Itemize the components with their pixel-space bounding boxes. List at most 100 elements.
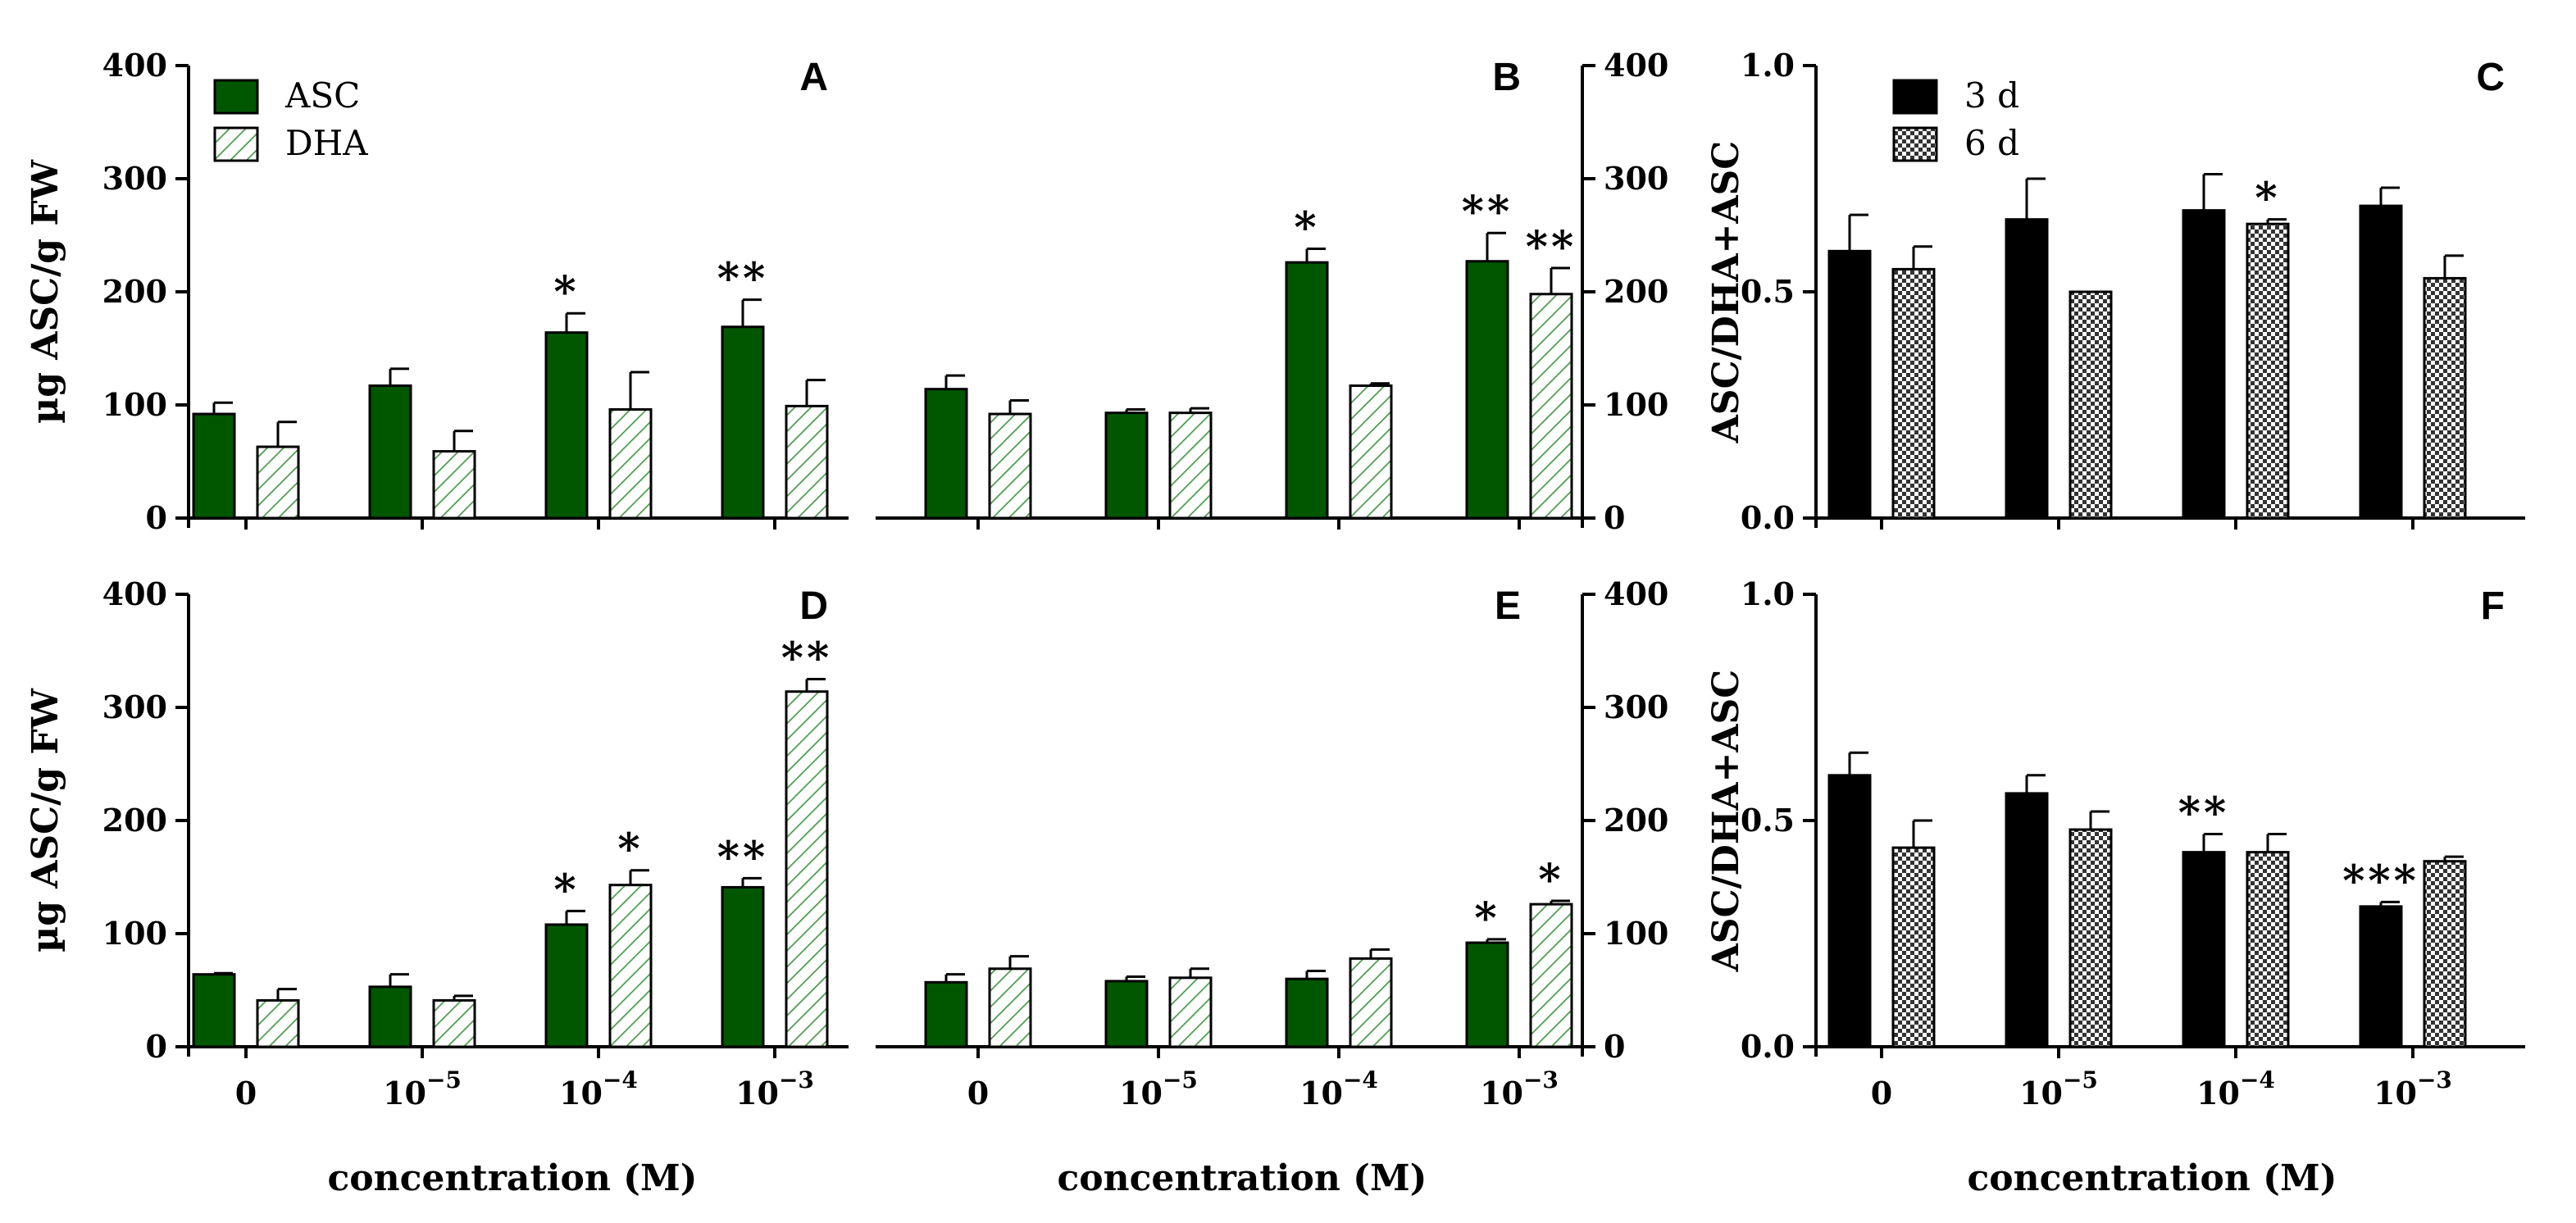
bar-f-6d bbox=[2246, 851, 2290, 1048]
x-tick-label-e: 10−4 bbox=[1299, 1066, 1378, 1112]
y-tick-label-d: 400 bbox=[102, 575, 167, 612]
bar-d-asc bbox=[721, 885, 765, 1048]
legend-label-asc: ASC bbox=[284, 75, 360, 116]
bar-e-asc bbox=[1104, 980, 1149, 1048]
bar-b-dha bbox=[1168, 411, 1213, 520]
y-axis-label-c: ASC/DHA+ASC bbox=[1705, 141, 1747, 444]
panel-label-d: D bbox=[799, 584, 828, 628]
x-tick-label-d: 10−5 bbox=[383, 1066, 462, 1112]
y-tick-label-d: 200 bbox=[102, 802, 167, 839]
bar-e-dha bbox=[1529, 902, 1573, 1048]
y-tick-label-a: 300 bbox=[102, 160, 167, 197]
bar-a-asc bbox=[192, 412, 236, 520]
y-tick-label-b: 0 bbox=[1604, 499, 1625, 536]
x-tick-label-f: 10−5 bbox=[2019, 1066, 2098, 1112]
bar-b-dha bbox=[1529, 293, 1573, 520]
bar-a-asc bbox=[544, 331, 589, 520]
y-axis-label-a: µg ASC/g FW bbox=[25, 159, 66, 424]
y-tick-label-a: 100 bbox=[102, 386, 167, 423]
bar-b-dha bbox=[1349, 384, 1393, 520]
bar-b-asc bbox=[1104, 411, 1149, 520]
bar-f-3d bbox=[2182, 851, 2226, 1048]
x-tick-label-d: 10−4 bbox=[559, 1066, 638, 1112]
x-tick-label-e: 0 bbox=[967, 1075, 989, 1112]
y-tick-label-a: 400 bbox=[102, 47, 167, 84]
bar-d-asc bbox=[368, 985, 412, 1048]
bar-b-dha bbox=[988, 412, 1032, 520]
bar-c-6d bbox=[1891, 267, 1936, 520]
significance-marker-d: * bbox=[617, 825, 643, 875]
y-tick-label-c: 0.0 bbox=[1741, 499, 1795, 536]
x-tick-label-f: 10−3 bbox=[2373, 1066, 2452, 1112]
legend-swatch-asc bbox=[213, 79, 259, 115]
bar-f-6d bbox=[2423, 860, 2467, 1048]
panel-label-e: E bbox=[1495, 584, 1521, 628]
bar-e-asc bbox=[1465, 941, 1509, 1048]
y-tick-label-b: 100 bbox=[1604, 386, 1668, 423]
bar-a-dha bbox=[785, 404, 829, 520]
bar-d-asc bbox=[192, 973, 236, 1048]
bar-b-asc bbox=[924, 388, 968, 520]
x-tick-label-e: 10−3 bbox=[1480, 1066, 1559, 1112]
x-tick-label-d: 10−3 bbox=[735, 1066, 814, 1112]
legend-swatch-dha bbox=[213, 126, 259, 162]
y-tick-label-c: 1.0 bbox=[1741, 47, 1795, 84]
y-tick-label-f: 1.0 bbox=[1741, 575, 1795, 612]
y-tick-label-a: 200 bbox=[102, 273, 167, 310]
significance-marker-b: ** bbox=[1526, 222, 1577, 272]
x-tick-label-f: 0 bbox=[1871, 1075, 1892, 1112]
bar-d-asc bbox=[544, 923, 589, 1048]
panel-label-b: B bbox=[1492, 56, 1521, 99]
significance-marker-d: ** bbox=[717, 832, 768, 882]
x-axis-label-left: concentration (M) bbox=[328, 1157, 698, 1199]
bar-a-asc bbox=[721, 325, 765, 520]
y-tick-label-e: 300 bbox=[1604, 689, 1668, 725]
bar-e-dha bbox=[1168, 976, 1213, 1048]
y-tick-label-e: 400 bbox=[1604, 575, 1668, 612]
significance-marker-a: ** bbox=[717, 254, 768, 304]
bar-a-dha bbox=[432, 450, 476, 520]
bar-f-6d bbox=[1891, 846, 1936, 1048]
bar-d-dha bbox=[432, 998, 476, 1048]
bar-f-3d bbox=[2005, 792, 2049, 1048]
significance-marker-e: * bbox=[1474, 893, 1500, 943]
bar-a-asc bbox=[368, 384, 412, 520]
y-tick-label-e: 0 bbox=[1604, 1028, 1625, 1065]
x-axis-label-middle: concentration (M) bbox=[1058, 1157, 1427, 1199]
y-tick-label-c: 0.5 bbox=[1741, 273, 1795, 310]
bar-f-3d bbox=[2359, 905, 2403, 1048]
bar-e-dha bbox=[1349, 957, 1393, 1048]
bar-c-6d bbox=[2246, 222, 2290, 520]
bar-b-asc bbox=[1285, 261, 1329, 520]
y-tick-label-f: 0.5 bbox=[1741, 802, 1795, 839]
bar-d-dha bbox=[785, 690, 829, 1048]
y-tick-label-d: 300 bbox=[102, 689, 167, 725]
significance-marker-d: ** bbox=[781, 634, 832, 684]
significance-marker-b: * bbox=[1294, 203, 1319, 253]
bar-e-asc bbox=[1285, 977, 1329, 1048]
legend-swatch-3d bbox=[1892, 79, 1938, 115]
significance-marker-e: * bbox=[1538, 855, 1563, 905]
x-tick-label-d: 0 bbox=[235, 1075, 257, 1112]
significance-marker-c: * bbox=[2255, 174, 2280, 224]
y-tick-label-d: 0 bbox=[146, 1028, 167, 1065]
bar-f-6d bbox=[2069, 828, 2113, 1048]
significance-marker-a: * bbox=[553, 267, 579, 317]
y-axis-label-f: ASC/DHA+ASC bbox=[1705, 670, 1747, 973]
bar-c-3d bbox=[1827, 249, 1872, 520]
y-axis-label-d: µg ASC/g FW bbox=[25, 688, 66, 952]
bar-c-6d bbox=[2423, 276, 2467, 520]
bar-c-3d bbox=[2182, 209, 2226, 520]
significance-marker-b: ** bbox=[1462, 187, 1513, 237]
bar-c-3d bbox=[2005, 218, 2049, 520]
bar-e-asc bbox=[924, 980, 968, 1048]
bar-a-dha bbox=[256, 445, 300, 520]
panel-label-f: F bbox=[2481, 584, 2505, 628]
y-tick-label-b: 200 bbox=[1604, 273, 1668, 310]
y-tick-label-b: 300 bbox=[1604, 160, 1668, 197]
y-tick-label-d: 100 bbox=[102, 915, 167, 952]
bar-e-dha bbox=[988, 967, 1032, 1048]
